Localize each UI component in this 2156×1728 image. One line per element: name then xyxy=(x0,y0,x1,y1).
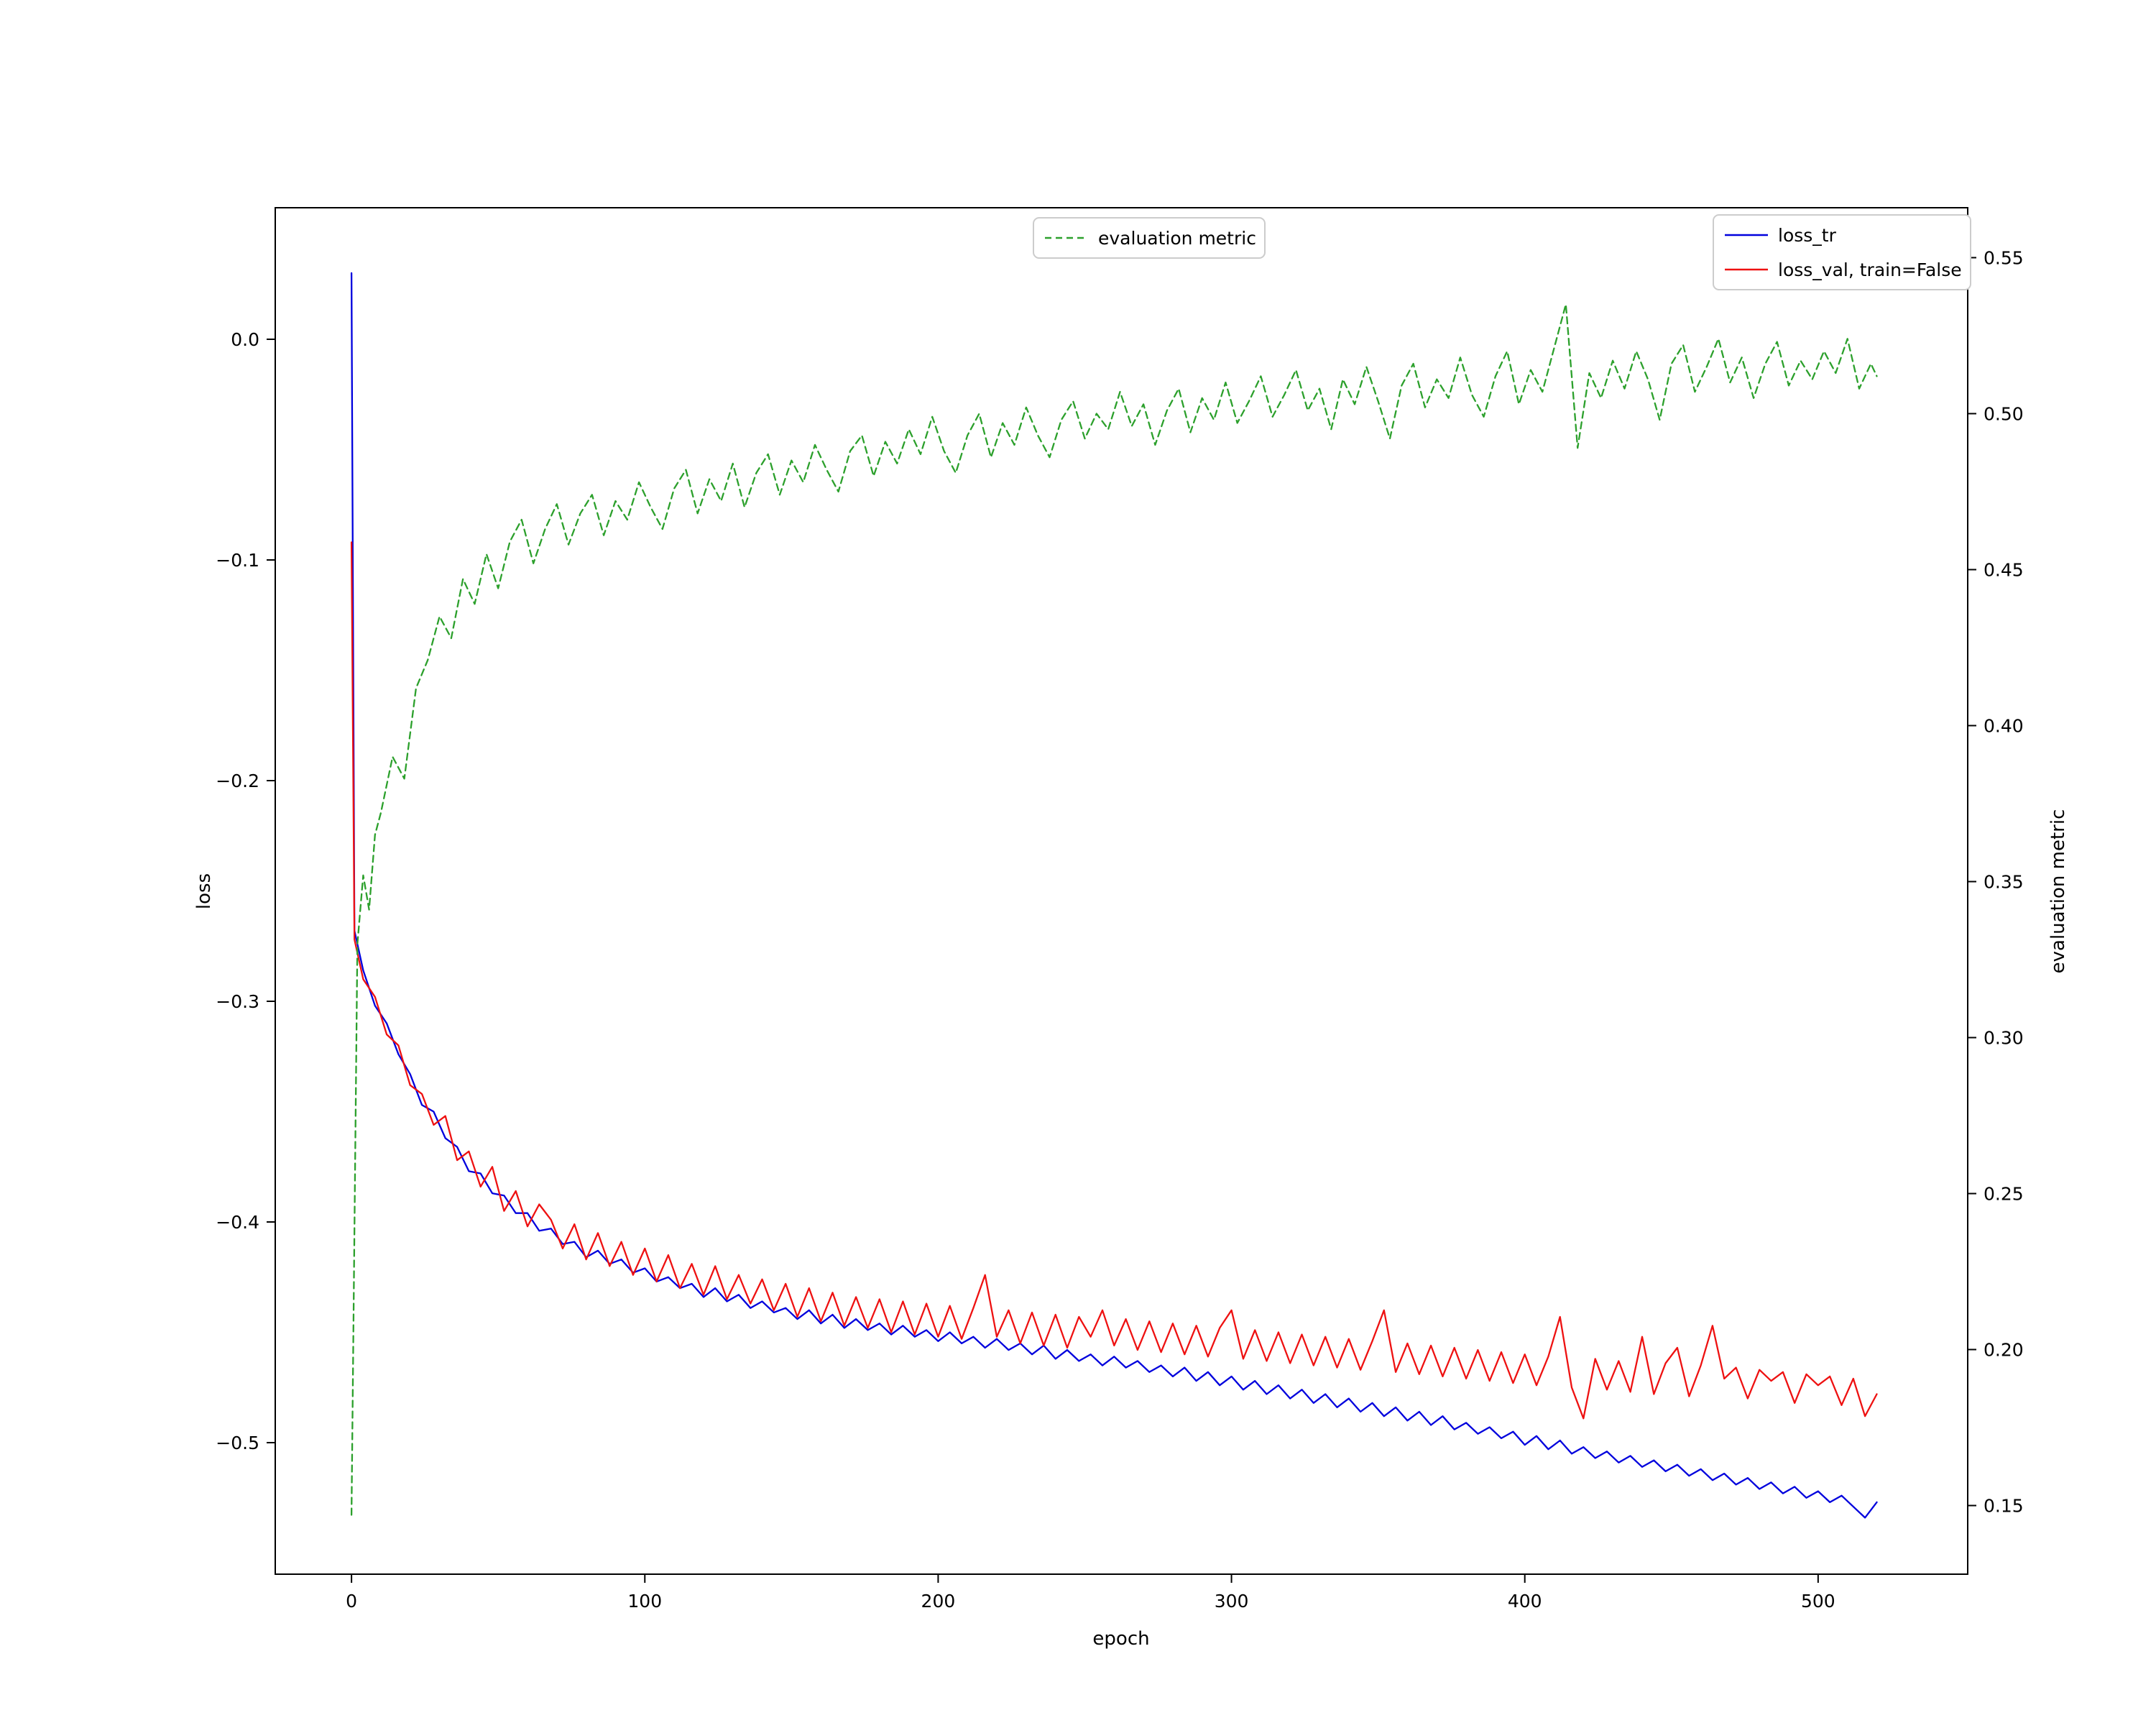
left-tick-label: 0.0 xyxy=(231,329,259,350)
x-tick-label: 100 xyxy=(627,1591,662,1612)
right-tick-label: 0.20 xyxy=(1984,1340,2024,1361)
x-tick-label: 300 xyxy=(1215,1591,1249,1612)
y-axis-label-left: loss xyxy=(193,873,215,909)
right-tick-label: 0.15 xyxy=(1984,1496,2024,1517)
left-axis-ticks: 0.0 −0.1 −0.2 −0.3 −0.4 −0.5 xyxy=(216,329,275,1453)
right-tick-label: 0.40 xyxy=(1984,715,2024,736)
right-tick-label: 0.55 xyxy=(1984,247,2024,268)
right-tick-label: 0.35 xyxy=(1984,871,2024,892)
right-tick-label: 0.45 xyxy=(1984,559,2024,580)
x-tick-label: 400 xyxy=(1508,1591,1542,1612)
legend-label-loss-val: loss_val, train=False xyxy=(1778,259,1962,280)
x-tick-label: 200 xyxy=(921,1591,956,1612)
legend-frame xyxy=(1713,214,1971,290)
x-axis-label: epoch xyxy=(1092,1628,1149,1650)
left-tick-label: −0.4 xyxy=(216,1212,259,1233)
right-tick-label: 0.25 xyxy=(1984,1183,2024,1204)
series-group xyxy=(350,272,1878,1519)
legend-frame xyxy=(1033,217,1266,259)
loss-tr-line xyxy=(350,272,1878,1519)
legend-evaluation-metric: evaluation metric xyxy=(1033,217,1266,259)
legend-label-evaluation-metric: evaluation metric xyxy=(1098,228,1256,249)
x-tick-label: 0 xyxy=(346,1591,357,1612)
left-tick-label: −0.3 xyxy=(216,991,259,1012)
evaluation-metric-line xyxy=(350,303,1878,1516)
legend-losses: loss_tr loss_val, train=False xyxy=(1713,214,1971,290)
loss-val-train-false-line xyxy=(350,541,1878,1420)
plot-spines xyxy=(275,207,1968,1575)
x-tick-label: 500 xyxy=(1801,1591,1835,1612)
right-tick-label: 0.30 xyxy=(1984,1027,2024,1048)
x-axis-ticks: 0 100 200 300 400 500 xyxy=(346,1574,1835,1612)
left-tick-label: −0.5 xyxy=(216,1433,259,1453)
y-axis-label-right: evaluation metric xyxy=(2047,809,2069,974)
left-tick-label: −0.1 xyxy=(216,550,259,571)
right-tick-label: 0.50 xyxy=(1984,403,2024,424)
right-axis-ticks: 0.55 0.50 0.45 0.40 0.35 0.30 0.25 0.20 0.15 xyxy=(1968,247,2024,1517)
left-tick-label: −0.2 xyxy=(216,771,259,791)
legend-label-loss-tr: loss_tr xyxy=(1778,225,1837,246)
